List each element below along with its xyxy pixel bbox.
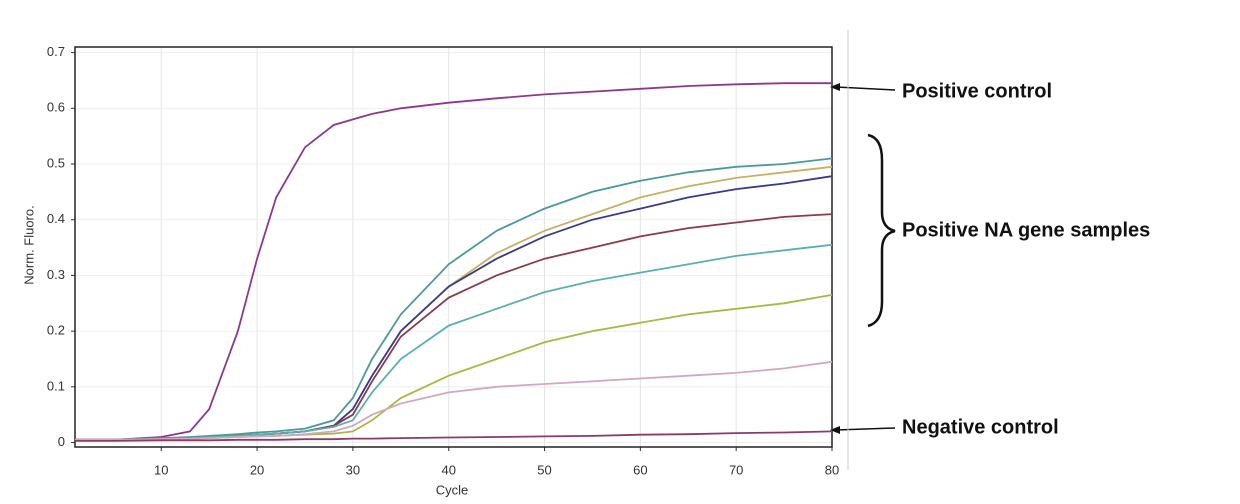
x-tick-label: 40 [441,462,455,477]
x-tick-label: 20 [250,462,264,477]
annotation: Negative control [902,416,1059,438]
chart: Norm. Fluoro. Cycle Positive control Pos… [0,0,1240,499]
annotation: Positive control [902,80,1052,102]
y-tick-label: 0.4 [47,211,65,226]
x-tick-label: 10 [154,462,168,477]
x-tick-label: 50 [537,462,551,477]
y-tick-label: 0.1 [47,378,65,393]
y-tick-label: 0 [58,434,65,449]
x-tick-label: 70 [729,462,743,477]
y-tick-label: 0.5 [47,155,65,170]
y-tick-label: 0.3 [47,267,65,282]
y-axis-label: Norm. Fluoro. [21,205,36,284]
y-tick-label: 0.7 [47,44,65,59]
annotation: Positive NA gene samples [902,219,1150,241]
x-axis-label: Cycle [436,482,469,497]
y-tick-label: 0.6 [47,100,65,115]
x-tick-label: 60 [633,462,647,477]
x-tick-label: 30 [346,462,360,477]
y-tick-label: 0.2 [47,323,65,338]
x-tick-label: 80 [825,462,839,477]
